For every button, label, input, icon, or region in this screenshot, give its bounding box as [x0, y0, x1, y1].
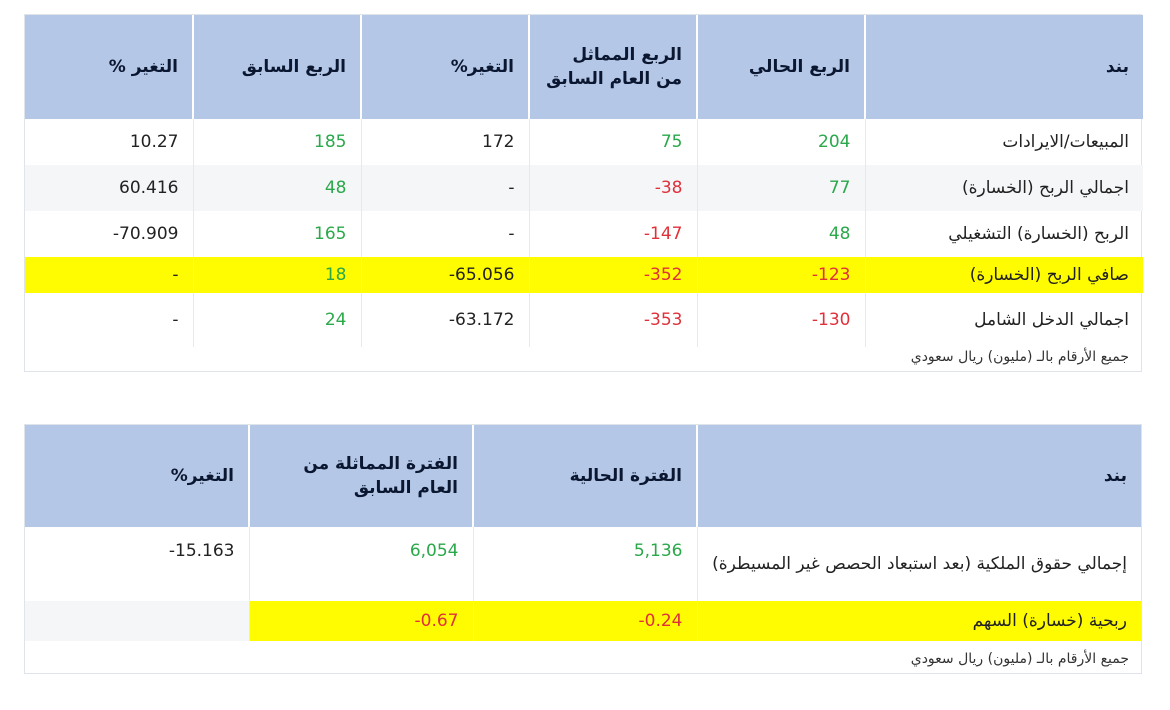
header-current-period: الفترة الحالية	[472, 425, 697, 527]
table-row: الربح (الخسارة) التشغيلي 48 147- - 165 7…	[25, 211, 1143, 257]
table-row-highlighted: ربحية (خسارة) السهم 0.24- 0.67-	[25, 601, 1141, 641]
cell-value: 165	[192, 211, 361, 257]
cell-value: 18	[192, 257, 361, 293]
header-same-period-last-year: الفترة المماثلة من العام السابق	[248, 425, 473, 527]
header-change: التغير%	[25, 425, 249, 527]
cell-value: 75	[528, 119, 697, 165]
cell-value: 15.163-	[168, 541, 235, 561]
header-previous-quarter: الربع السابق	[192, 15, 361, 119]
quarterly-results-table: بند الربع الحالي الربع المماثل من العام …	[25, 15, 1143, 347]
cell-value: 172	[360, 119, 529, 165]
cell-value: 204	[696, 119, 865, 165]
table-row: اجمالي الدخل الشامل 130- 353- 63.172- 24…	[25, 293, 1143, 347]
cell-value	[25, 601, 249, 641]
header-item: بند	[696, 425, 1141, 527]
row-label: إجمالي حقوق الملكية (بعد استبعاد الحصص غ…	[696, 527, 1141, 601]
cell-value: 38-	[528, 165, 697, 211]
cell-value: -	[172, 310, 179, 330]
cell-value: -	[360, 211, 529, 257]
row-label: الربح (الخسارة) التشغيلي	[864, 211, 1143, 257]
cell-value: 70.909-	[112, 224, 179, 244]
cell-value: 147-	[528, 211, 697, 257]
cell-value: 48	[696, 211, 865, 257]
currency-note: جميع الأرقام بالـ (مليون) ريال سعودي	[910, 349, 1129, 365]
row-label: اجمالي الربح (الخسارة)	[864, 165, 1143, 211]
cell-value: 6,054	[248, 527, 473, 601]
period-results-panel: بند الفترة الحالية الفترة المماثلة من ال…	[24, 424, 1142, 674]
row-label: المبيعات/الايرادات	[864, 119, 1143, 165]
cell-value: 0.67-	[248, 601, 473, 641]
cell-value: -	[25, 257, 193, 293]
cell-value: 353-	[528, 293, 697, 347]
cell-value: 10.27	[129, 132, 179, 152]
currency-note: جميع الأرقام بالـ (مليون) ريال سعودي	[910, 651, 1129, 667]
cell-value: 185	[192, 119, 361, 165]
cell-value: 77	[696, 165, 865, 211]
cell-value: 352-	[528, 257, 697, 293]
row-label: صافي الربح (الخسارة)	[864, 257, 1143, 293]
cell-value: 24	[192, 293, 361, 347]
cell-value: 123-	[696, 257, 865, 293]
header-change-yoy: التغير%	[360, 15, 529, 119]
cell-value: -	[360, 165, 529, 211]
header-item: بند	[864, 15, 1143, 119]
header-same-quarter-last-year: الربع المماثل من العام السابق	[528, 15, 697, 119]
cell-value: 65.056-	[360, 257, 529, 293]
cell-value: 48	[192, 165, 361, 211]
quarterly-results-panel: بند الربع الحالي الربع المماثل من العام …	[24, 14, 1143, 372]
header-current-quarter: الربع الحالي	[696, 15, 865, 119]
table-row-highlighted: صافي الربح (الخسارة) 123- 352- 65.056- 1…	[25, 257, 1143, 293]
period-results-table: بند الفترة الحالية الفترة المماثلة من ال…	[25, 425, 1141, 641]
header-row: بند الفترة الحالية الفترة المماثلة من ال…	[25, 425, 1141, 527]
cell-value: 5,136	[472, 527, 697, 601]
table-row: اجمالي الربح (الخسارة) 77 38- - 48 60.41…	[25, 165, 1143, 211]
cell-value: 60.416	[25, 165, 193, 211]
header-change-qoq: التغير %	[25, 15, 193, 119]
cell-value: 130-	[696, 293, 865, 347]
header-row: بند الربع الحالي الربع المماثل من العام …	[25, 15, 1143, 119]
row-label: اجمالي الدخل الشامل	[864, 293, 1143, 347]
table-row: المبيعات/الايرادات 204 75 172 185 10.27	[25, 119, 1143, 165]
table-row: إجمالي حقوق الملكية (بعد استبعاد الحصص غ…	[25, 527, 1141, 601]
cell-value: 63.172-	[360, 293, 529, 347]
cell-value: 0.24-	[472, 601, 697, 641]
row-label: ربحية (خسارة) السهم	[696, 601, 1141, 641]
